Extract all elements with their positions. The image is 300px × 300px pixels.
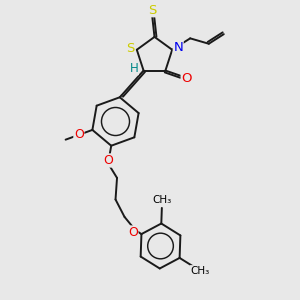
Text: O: O xyxy=(74,128,84,141)
Text: CH₃: CH₃ xyxy=(152,194,172,205)
Text: O: O xyxy=(128,226,138,239)
Text: S: S xyxy=(148,4,156,17)
Text: CH₃: CH₃ xyxy=(190,266,210,276)
Text: O: O xyxy=(104,154,114,167)
Text: N: N xyxy=(173,41,183,54)
Text: S: S xyxy=(126,42,134,55)
Text: H: H xyxy=(130,61,138,75)
Text: O: O xyxy=(181,72,192,85)
